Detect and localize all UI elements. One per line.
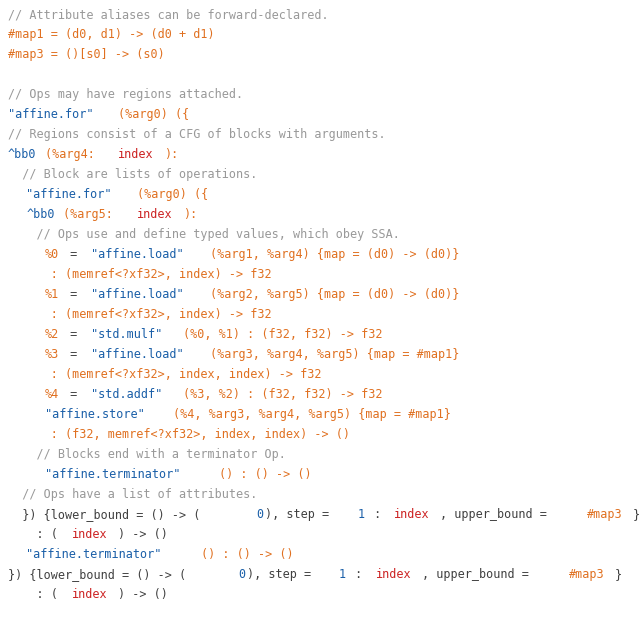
Text: (%arg5:: (%arg5: (63, 208, 120, 221)
Text: =: = (63, 248, 84, 261)
Text: "std.mulf": "std.mulf" (91, 328, 162, 341)
Text: %1: %1 (45, 288, 59, 301)
Text: : (: : ( (8, 588, 58, 601)
Text: (%arg0) ({: (%arg0) ({ (137, 188, 208, 201)
Text: ^bb0: ^bb0 (8, 148, 36, 161)
Text: : (memref<?xf32>, index) -> f32: : (memref<?xf32>, index) -> f32 (8, 308, 271, 321)
Text: (%arg0) ({: (%arg0) ({ (118, 108, 189, 121)
Text: =: = (63, 348, 84, 361)
Text: : (memref<?xf32>, index, index) -> f32: : (memref<?xf32>, index, index) -> f32 (8, 368, 321, 381)
Text: 1: 1 (357, 508, 364, 521)
Text: }: } (615, 568, 622, 581)
Text: }: } (633, 508, 640, 521)
Text: %4: %4 (45, 388, 59, 401)
Text: index: index (137, 208, 172, 221)
Text: index: index (376, 568, 412, 581)
Text: :: : (367, 508, 388, 521)
Text: index: index (394, 508, 429, 521)
Text: (%arg1, %arg4) {map = (d0) -> (d0)}: (%arg1, %arg4) {map = (d0) -> (d0)} (211, 248, 460, 261)
Text: 1: 1 (339, 568, 346, 581)
Text: () : () -> (): () : () -> () (220, 468, 312, 481)
Text: ) -> (): ) -> () (118, 528, 168, 541)
Text: #map3 = ()[s0] -> (s0): #map3 = ()[s0] -> (s0) (8, 48, 164, 61)
Text: ), step =: ), step = (266, 508, 337, 521)
Text: "affine.terminator": "affine.terminator" (26, 548, 162, 561)
Text: ):: ): (164, 148, 179, 161)
Text: // Block are lists of operations.: // Block are lists of operations. (8, 168, 257, 181)
Text: // Ops have a list of attributes.: // Ops have a list of attributes. (8, 488, 257, 501)
Text: // Attribute aliases can be forward-declared.: // Attribute aliases can be forward-decl… (8, 8, 328, 21)
Text: #map1 = (d0, d1) -> (d0 + d1): #map1 = (d0, d1) -> (d0 + d1) (8, 28, 214, 41)
Text: "affine.load": "affine.load" (91, 248, 184, 261)
Text: =: = (63, 328, 84, 341)
Text: =: = (63, 388, 84, 401)
Text: "affine.load": "affine.load" (91, 348, 184, 361)
Text: // Ops use and define typed values, which obey SSA.: // Ops use and define typed values, whic… (8, 228, 400, 241)
Text: index: index (72, 588, 108, 601)
Text: #map3: #map3 (587, 508, 623, 521)
Text: "affine.store": "affine.store" (45, 408, 145, 421)
Text: , upper_bound =: , upper_bound = (422, 568, 536, 581)
Text: #map3: #map3 (569, 568, 604, 581)
Text: %2: %2 (45, 328, 59, 341)
Text: : (memref<?xf32>, index) -> f32: : (memref<?xf32>, index) -> f32 (8, 268, 271, 281)
Text: "affine.load": "affine.load" (91, 288, 184, 301)
Text: ):: ): (182, 208, 197, 221)
Text: :: : (348, 568, 369, 581)
Text: // Blocks end with a terminator Op.: // Blocks end with a terminator Op. (8, 448, 286, 461)
Text: (%arg3, %arg4, %arg5) {map = #map1}: (%arg3, %arg4, %arg5) {map = #map1} (211, 348, 460, 361)
Text: () : () -> (): () : () -> () (201, 548, 294, 561)
Text: : (f32, memref<?xf32>, index, index) -> (): : (f32, memref<?xf32>, index, index) -> … (8, 428, 350, 441)
Text: , upper_bound =: , upper_bound = (440, 508, 554, 521)
Text: "affine.for": "affine.for" (26, 188, 112, 201)
Text: (%arg4:: (%arg4: (45, 148, 102, 161)
Text: =: = (63, 288, 84, 301)
Text: (%3, %2) : (f32, f32) -> f32: (%3, %2) : (f32, f32) -> f32 (182, 388, 382, 401)
Text: // Ops may have regions attached.: // Ops may have regions attached. (8, 88, 243, 101)
Text: "std.addf": "std.addf" (91, 388, 162, 401)
Text: // Regions consist of a CFG of blocks with arguments.: // Regions consist of a CFG of blocks wi… (8, 128, 386, 141)
Text: (%0, %1) : (f32, f32) -> f32: (%0, %1) : (f32, f32) -> f32 (182, 328, 382, 341)
Text: %0: %0 (45, 248, 59, 261)
Text: index: index (118, 148, 154, 161)
Text: : (: : ( (8, 528, 58, 541)
Text: %3: %3 (45, 348, 59, 361)
Text: ^bb0: ^bb0 (26, 208, 55, 221)
Text: ), step =: ), step = (247, 568, 318, 581)
Text: ) -> (): ) -> () (118, 588, 168, 601)
Text: }) {lower_bound = () -> (: }) {lower_bound = () -> ( (8, 568, 186, 581)
Text: 0: 0 (256, 508, 263, 521)
Text: (%arg2, %arg5) {map = (d0) -> (d0)}: (%arg2, %arg5) {map = (d0) -> (d0)} (211, 288, 460, 301)
Text: "affine.terminator": "affine.terminator" (45, 468, 180, 481)
Text: }) {lower_bound = () -> (: }) {lower_bound = () -> ( (8, 508, 200, 521)
Text: 0: 0 (238, 568, 245, 581)
Text: index: index (72, 528, 108, 541)
Text: (%4, %arg3, %arg4, %arg5) {map = #map1}: (%4, %arg3, %arg4, %arg5) {map = #map1} (173, 408, 451, 421)
Text: "affine.for": "affine.for" (8, 108, 93, 121)
